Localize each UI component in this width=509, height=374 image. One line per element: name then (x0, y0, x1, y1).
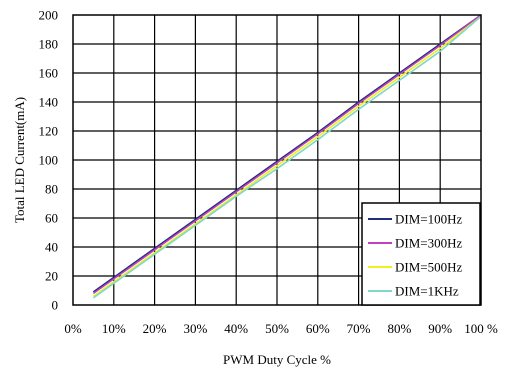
y-tick-label: 140 (39, 95, 59, 110)
y-tick-label: 160 (39, 66, 59, 81)
y-axis-tick-labels: 0 20 40 60 80 100 120 140 160 180 200 (39, 8, 59, 313)
series-line-3 (92, 15, 482, 299)
y-tick-label: 60 (45, 211, 58, 226)
x-tick-label: 50% (265, 321, 289, 336)
legend: DIM=100Hz DIM=300Hz DIM=500Hz DIM=1KHz (361, 202, 481, 306)
x-tick-label: 10% (102, 321, 126, 336)
series-lines (92, 14, 482, 299)
series-line-2 (92, 15, 482, 297)
x-tick-label: 60% (306, 321, 330, 336)
legend-label: DIM=1KHz (395, 284, 459, 299)
x-tick-label: 30% (183, 321, 207, 336)
x-tick-label: 20% (143, 321, 167, 336)
x-tick-label: 0% (64, 321, 82, 336)
grid-lines (73, 15, 481, 305)
series-line-1 (92, 14, 482, 295)
y-tick-label: 40 (45, 240, 58, 255)
x-tick-label: 100 % (464, 321, 498, 336)
x-axis-title: PWM Duty Cycle % (223, 352, 331, 367)
legend-label: DIM=500Hz (395, 260, 462, 275)
x-tick-label: 70% (347, 321, 371, 336)
y-tick-label: 120 (39, 124, 59, 139)
legend-label: DIM=100Hz (395, 212, 462, 227)
y-tick-label: 20 (45, 269, 58, 284)
x-tick-label: 40% (224, 321, 248, 336)
y-tick-label: 200 (39, 8, 59, 23)
y-tick-label: 0 (52, 298, 59, 313)
x-axis-tick-labels: 0% 10% 20% 30% 40% 50% 60% 70% 80% 90% 100 % (64, 321, 498, 336)
legend-label: DIM=300Hz (395, 236, 462, 251)
x-tick-label: 80% (387, 321, 411, 336)
series-line-0 (92, 14, 482, 293)
y-tick-label: 100 (39, 153, 59, 168)
y-axis-title: Total LED Current(mA) (12, 97, 27, 223)
y-tick-label: 80 (45, 182, 58, 197)
x-tick-label: 90% (428, 321, 452, 336)
plot-area-border (72, 14, 482, 306)
y-tick-label: 180 (39, 37, 59, 52)
